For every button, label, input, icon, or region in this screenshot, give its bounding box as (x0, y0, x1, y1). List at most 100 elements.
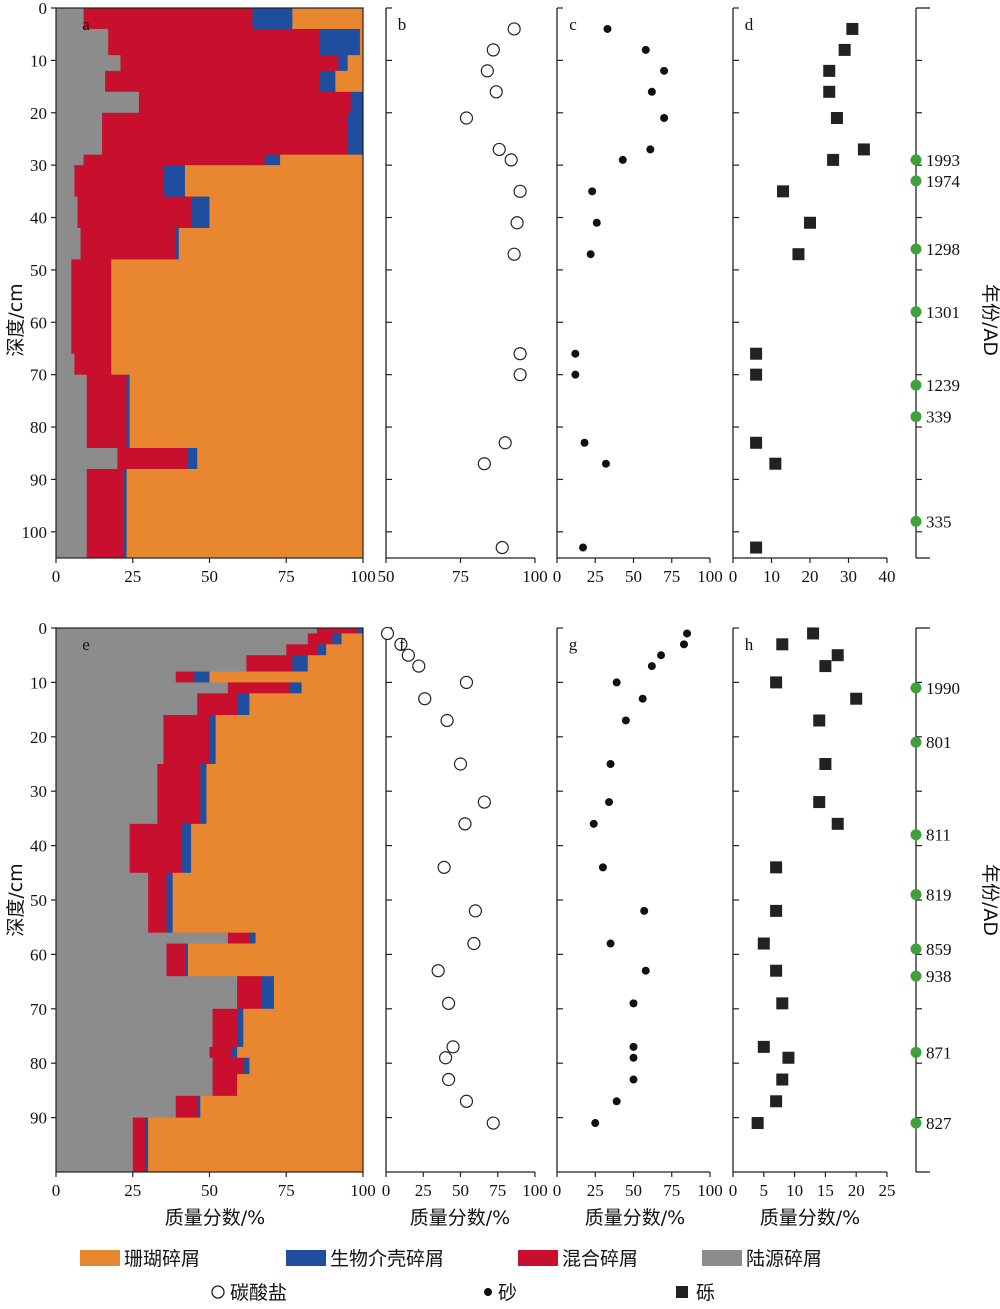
point-d-2 (823, 64, 836, 77)
bar-e-mixed-12 (166, 943, 186, 977)
ytick-label-e-40: 40 (30, 837, 47, 856)
age-dot-top-2 (910, 243, 922, 255)
bar-a-terr-11 (56, 259, 72, 355)
panel-letter-d: d (745, 15, 754, 34)
point-g-16 (629, 1053, 638, 1062)
point-h-9 (831, 817, 844, 830)
bar-e-terr-10 (56, 872, 149, 934)
point-h-10 (770, 861, 783, 874)
bar-e-mixed-14 (212, 1008, 238, 1048)
point-b-11 (513, 368, 527, 382)
point-c-1 (641, 45, 650, 54)
bar-a-terr-7 (56, 154, 85, 166)
bar-a-coral-13 (129, 374, 364, 428)
legend-label-gravel: 砾 (696, 1282, 715, 1304)
point-h-19 (751, 1117, 764, 1130)
panel-letter-f: f (399, 635, 405, 654)
bar-e-coral-5 (301, 682, 364, 694)
bar-e-mixed-16 (212, 1057, 244, 1075)
point-c-3 (647, 87, 656, 96)
point-h-11 (770, 904, 783, 917)
age-dot-bottom-5 (910, 970, 922, 982)
ytick-label-e-50: 50 (30, 891, 47, 910)
point-f-19 (486, 1116, 500, 1130)
xtick-label-e-75: 75 (278, 1181, 295, 1200)
bar-e-shell-6 (237, 693, 250, 716)
age-label-top-0: 1993 (926, 151, 960, 170)
point-d-14 (750, 541, 763, 554)
xtick-label-a-0: 0 (52, 567, 61, 586)
bar-a-terr-3 (56, 70, 106, 93)
ytick-label-e-80: 80 (30, 1054, 47, 1073)
panel-h: 0 5 10 15 20 25 h (729, 627, 896, 1200)
bar-a-terr-16 (56, 468, 88, 559)
xtick-label-f-50: 50 (452, 1181, 469, 1200)
bar-a-terr-2 (56, 55, 121, 72)
bar-e-shell-11 (249, 932, 256, 944)
point-g-13 (641, 966, 650, 975)
depth-axis-label-bottom: 深度/cm (5, 863, 27, 936)
bar-a-terr-0 (56, 8, 85, 30)
point-d-13 (769, 457, 782, 470)
bar-e-terr-11 (56, 932, 229, 944)
bar-e-shell-5 (289, 682, 302, 694)
ytick-label-e-20: 20 (30, 728, 47, 747)
point-f-4 (459, 675, 474, 690)
age-dot-top-0 (910, 154, 922, 166)
ytick-label-a-40: 40 (30, 209, 47, 228)
bar-e-mixed-1 (307, 633, 333, 645)
bar-e-mixed-5 (227, 682, 290, 694)
point-h-4 (770, 676, 783, 689)
bar-a-shell-4 (350, 91, 364, 114)
bar-a-coral-11 (111, 259, 364, 355)
point-g-0 (683, 629, 692, 638)
panel-letter-e: e (82, 635, 90, 654)
xtick-label-a-50: 50 (201, 567, 218, 586)
legend-label-sand: 砂 (498, 1282, 517, 1304)
age-label-top-4: 1239 (926, 376, 960, 395)
xtick-label-b-100: 100 (522, 567, 548, 586)
bar-a-mixed-16 (86, 468, 124, 559)
point-d-7 (777, 185, 790, 198)
panel-letter-a: a (82, 15, 90, 34)
point-b-5 (492, 142, 506, 157)
bar-a-terr-8 (56, 165, 75, 197)
panel-f: 0 25 50 75 100 f (380, 626, 548, 1200)
bar-a-terr-1 (56, 28, 109, 56)
bar-e-terr-19 (56, 1117, 134, 1173)
ytick-label-a-20: 20 (30, 104, 47, 123)
xtick-label-d-10: 10 (763, 567, 780, 586)
bar-a-coral-10 (178, 228, 364, 260)
point-g-2 (657, 651, 666, 660)
point-b-10 (513, 347, 527, 361)
bar-e-mixed-7 (163, 715, 210, 765)
legend-swatch-terr (702, 1250, 742, 1266)
point-f-13 (431, 964, 445, 978)
bar-a-terr-4 (56, 91, 140, 114)
xtick-label-h-10: 10 (786, 1181, 803, 1200)
xtick-label-e-0: 0 (52, 1181, 61, 1200)
point-c-0 (603, 24, 612, 33)
year-axis-label-bottom: 年份/AD (979, 864, 1000, 936)
ytick-label-e-10: 10 (30, 673, 47, 692)
age-label-top-5: 339 (926, 408, 952, 427)
bar-a-mixed-9 (77, 196, 192, 229)
bar-e-shell-14 (237, 1008, 244, 1048)
bar-a-mixed-7 (83, 154, 266, 166)
bar-a-mixed-6 (102, 133, 349, 156)
bar-e-shell-0 (356, 628, 364, 634)
bar-a-mixed-14 (86, 427, 128, 449)
age-dot-bottom-3 (910, 889, 922, 901)
xtick-label-h-0: 0 (729, 1181, 738, 1200)
xtick-label-d-30: 30 (840, 567, 857, 586)
xtick-label-b-75: 75 (452, 567, 469, 586)
legend-label-carbonate: 碳酸盐 (230, 1282, 287, 1304)
bar-e-terr-17 (56, 1074, 213, 1097)
point-b-6 (504, 153, 518, 167)
point-b-1 (486, 43, 500, 57)
ytick-label-a-90: 90 (30, 470, 47, 489)
bar-e-mixed-17 (212, 1074, 238, 1097)
point-g-4 (612, 678, 621, 687)
